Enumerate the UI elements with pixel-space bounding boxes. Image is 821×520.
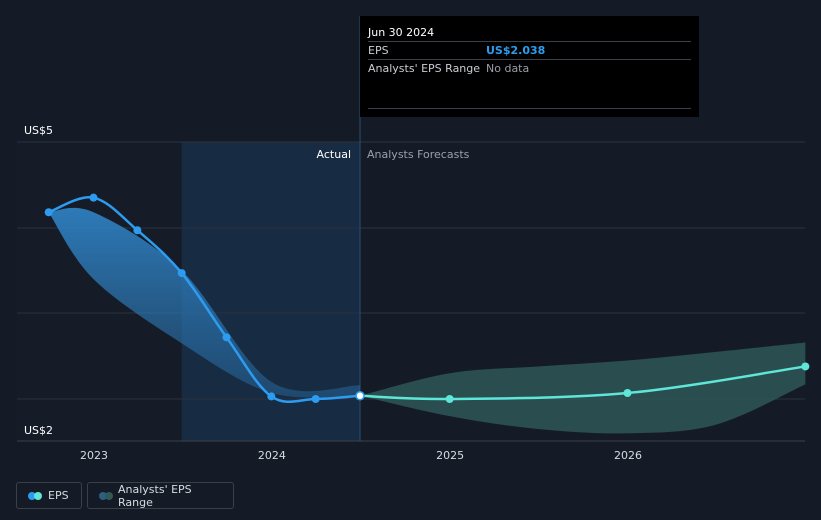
eps-actual-point xyxy=(222,333,231,342)
actual-section-label: Actual xyxy=(317,148,351,161)
tooltip-eps-label: EPS xyxy=(368,44,389,57)
eps-forecast-point xyxy=(801,362,810,371)
tooltip-range-value: No data xyxy=(486,62,530,75)
eps-forecast-point xyxy=(445,395,454,403)
tooltip-row-range: Analysts' EPS Range No data xyxy=(368,59,691,77)
y-tick-label: US$5 xyxy=(24,124,53,137)
eps-range-band-forecast xyxy=(360,342,806,434)
legend-eps-button[interactable]: EPS xyxy=(16,482,82,509)
tooltip-date: Jun 30 2024 xyxy=(368,26,435,39)
y-tick-label: US$2 xyxy=(24,424,53,437)
tooltip-row-eps: EPS US$2.038 xyxy=(368,41,691,59)
tooltip-range-label: Analysts' EPS Range xyxy=(368,62,481,75)
eps-forecast-point xyxy=(623,389,632,398)
forecast-section-label: Analysts Forecasts xyxy=(367,148,470,161)
eps-actual-point xyxy=(133,226,142,235)
eps-actual-point xyxy=(44,208,53,217)
legend-eps-label: EPS xyxy=(48,489,69,502)
eps-actual-point xyxy=(267,392,276,401)
range-legend-icon xyxy=(99,491,113,500)
eps-forecast-line xyxy=(359,365,806,401)
tooltip-divider xyxy=(368,108,691,109)
hover-tooltip: Jun 30 2024 EPS US$2.038 Analysts' EPS R… xyxy=(360,16,699,117)
eps-legend-icon xyxy=(28,491,42,500)
x-tick-label: 2024 xyxy=(258,449,286,462)
x-tick-label: 2026 xyxy=(614,449,642,462)
eps-actual-point xyxy=(177,269,186,278)
eps-hover-point xyxy=(355,390,365,401)
eps-actual-point xyxy=(311,395,320,403)
legend-range-button[interactable]: Analysts' EPS Range xyxy=(87,482,234,509)
legend-range-label: Analysts' EPS Range xyxy=(118,482,192,509)
eps-actual-point xyxy=(89,193,98,202)
x-tick-label: 2023 xyxy=(80,449,108,462)
x-tick-label: 2025 xyxy=(436,449,464,462)
eps-actual-line xyxy=(48,196,361,404)
tooltip-eps-value: US$2.038 xyxy=(486,44,546,57)
